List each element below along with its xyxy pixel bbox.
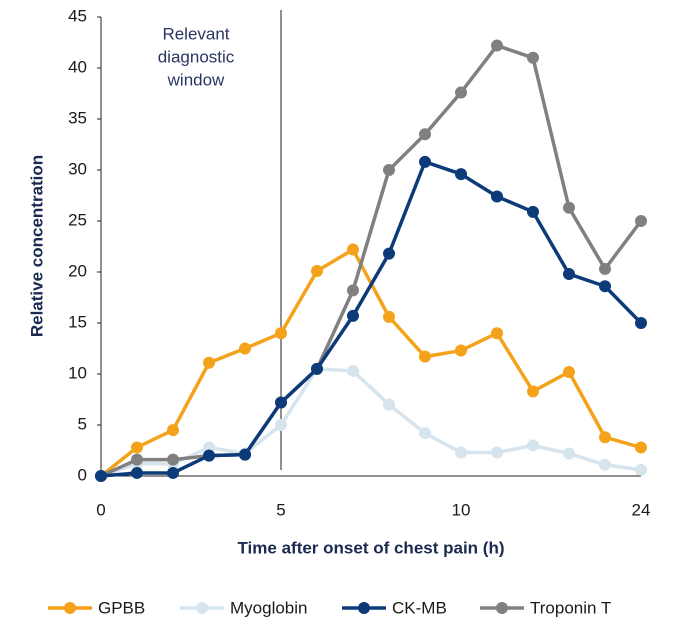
legend-marker — [358, 602, 370, 614]
point — [203, 449, 215, 462]
point — [455, 446, 467, 459]
point — [635, 463, 647, 476]
point — [491, 190, 503, 203]
legend-label: GPBB — [98, 598, 145, 617]
point — [635, 215, 647, 227]
annotation: Relevant — [162, 24, 229, 43]
point — [239, 448, 251, 461]
legend-marker — [64, 602, 76, 614]
x-axis-label: Time after onset of chest pain (h) — [237, 538, 504, 557]
point — [527, 385, 539, 398]
point — [563, 365, 575, 378]
series-line — [100, 43, 643, 478]
point — [491, 327, 503, 340]
legend-marker — [196, 602, 208, 614]
annotation: diagnostic — [158, 47, 235, 66]
point — [527, 51, 539, 64]
point — [347, 364, 359, 377]
point — [131, 466, 143, 479]
point — [347, 309, 359, 322]
y-tick-label: 45 — [68, 6, 87, 25]
point — [527, 205, 539, 218]
point — [599, 458, 611, 471]
point — [167, 466, 179, 479]
point — [635, 441, 647, 454]
y-tick-label: 5 — [78, 414, 87, 433]
point — [347, 284, 359, 297]
y-tick-label: 20 — [68, 261, 87, 280]
point — [455, 168, 467, 181]
y-tick-label: 35 — [68, 108, 87, 127]
point — [455, 344, 467, 357]
point — [95, 470, 107, 482]
y-axis-label: Relative concentration — [27, 155, 46, 337]
legend-label: Myoglobin — [230, 598, 308, 617]
point — [599, 262, 611, 275]
point — [491, 446, 503, 459]
point — [527, 439, 539, 452]
point — [203, 356, 215, 369]
point — [311, 264, 323, 277]
point — [239, 342, 251, 355]
y-tick-label: 10 — [68, 363, 87, 382]
annotation: window — [167, 70, 225, 89]
point — [347, 243, 359, 256]
y-tick-label: 40 — [68, 57, 87, 76]
x-tick-label: 24 — [632, 500, 651, 519]
point — [383, 247, 395, 260]
point — [167, 424, 179, 437]
series-line — [100, 160, 643, 478]
point — [275, 419, 287, 431]
series-line — [100, 367, 642, 478]
point — [131, 441, 143, 454]
point — [383, 398, 395, 411]
point — [275, 396, 287, 409]
point — [635, 317, 647, 329]
point — [167, 453, 179, 466]
point — [599, 431, 611, 444]
point — [419, 350, 431, 363]
point — [419, 128, 431, 141]
point — [563, 201, 575, 214]
x-tick-label: 5 — [276, 500, 285, 519]
point — [491, 39, 503, 52]
point — [383, 164, 395, 176]
x-tick-label: 10 — [452, 500, 471, 519]
point — [131, 453, 143, 466]
point — [275, 327, 287, 340]
y-tick-label: 15 — [68, 312, 87, 331]
legend-label: CK-MB — [392, 598, 447, 617]
point — [563, 268, 575, 281]
y-tick-label: 0 — [78, 465, 87, 484]
y-tick-label: 25 — [68, 210, 87, 229]
legend-marker — [496, 602, 508, 614]
point — [419, 155, 431, 168]
point — [311, 362, 323, 375]
point — [455, 86, 467, 99]
point — [419, 427, 431, 440]
legend-label: Troponin T — [530, 598, 611, 617]
point — [599, 280, 611, 293]
x-tick-label: 0 — [96, 500, 105, 519]
point — [563, 447, 575, 460]
point — [383, 310, 395, 323]
y-tick-label: 30 — [68, 159, 87, 178]
